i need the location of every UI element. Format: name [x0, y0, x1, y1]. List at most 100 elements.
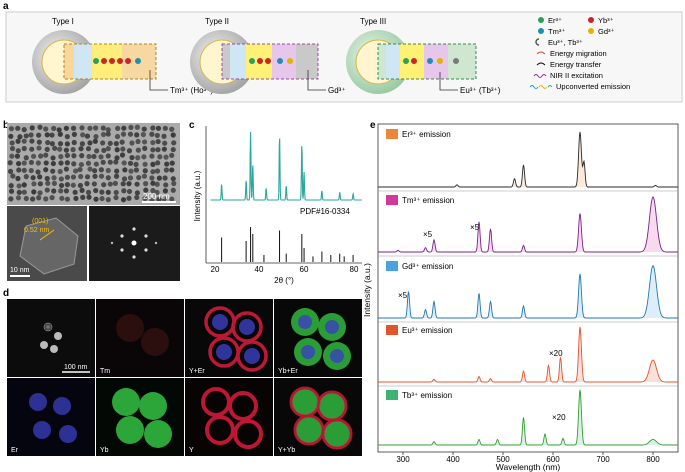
x-tick-label: 700: [596, 455, 610, 464]
upconv-icon: [529, 85, 539, 89]
svg-text:NIR II excitation: NIR II excitation: [550, 71, 603, 80]
series-area: [378, 327, 678, 382]
svg-text:Gd³⁺: Gd³⁺: [598, 27, 615, 36]
tm-legend-icon: [538, 28, 544, 34]
series-line: [378, 131, 678, 188]
emission-xlabel: Wavelength (nm): [496, 462, 561, 472]
x-tick-label: 400: [446, 455, 460, 464]
x-tick-label: 300: [396, 455, 410, 464]
xrd-chart: PDF#16-0334 20 40 60 80 2θ (°) Intensity…: [193, 126, 362, 285]
svg-text:(001): (001): [32, 218, 48, 225]
x-tick-label: 500: [496, 455, 510, 464]
svg-text:Y+Yb: Y+Yb: [278, 447, 295, 454]
xrd-pattern-line: [210, 131, 362, 201]
series-label-tm: Tm³⁺ emission: [402, 196, 454, 205]
schematic-type-2: Type II Gd³⁺: [190, 17, 346, 95]
x-tick-label: 800: [646, 455, 660, 464]
svg-text:Yb³⁺: Yb³⁺: [598, 16, 614, 25]
series-label-eu: Eu³⁺ emission: [402, 326, 452, 335]
type-3-dopant: Eu³⁺ (Tb³⁺): [460, 86, 501, 95]
series-line: [378, 196, 678, 253]
series-swatch-er: [386, 129, 398, 139]
yb-legend-icon: [588, 17, 594, 23]
map-er: [7, 378, 95, 456]
series-swatch-eu: [386, 325, 398, 335]
type-2-dopant: Gd³⁺: [328, 86, 346, 95]
panel-label-c: c: [189, 120, 195, 131]
series-line: [378, 389, 678, 446]
annot-x20-b: ×20: [552, 413, 566, 422]
svg-text:60: 60: [300, 265, 309, 274]
schematic-legend: Er³⁺ Yb³⁺ Tm³⁺ Gd³⁺ Eu³⁺, Tb³⁺ Energy mi…: [529, 16, 630, 91]
schematic-type-3: Type III Eu³⁺ (Tb³⁺): [346, 17, 501, 95]
elemental-mapping-grid: 100 nm Tm Y+Er Yb+Er Er Yb: [7, 299, 362, 456]
svg-text:Y: Y: [189, 447, 194, 454]
svg-text:Er³⁺: Er³⁺: [548, 16, 562, 25]
type-2-title: Type II: [205, 17, 229, 26]
annot-x5-b: ×5: [470, 223, 480, 232]
map-y: [185, 378, 273, 456]
svg-text:Upconverted emission: Upconverted emission: [556, 82, 630, 91]
series-label-gd: Gd³⁺ emission: [402, 262, 453, 271]
series-swatch-tm: [386, 195, 398, 205]
series-label-er: Er³⁺ emission: [402, 130, 451, 139]
panel-label-e: e: [370, 120, 376, 131]
annot-x20-a: ×20: [549, 349, 563, 358]
svg-text:Y+Er: Y+Er: [189, 368, 205, 375]
svg-text:Tm: Tm: [100, 368, 110, 375]
series-label-tb: Tb³⁺ emission: [402, 391, 452, 400]
series-swatch-tb: [386, 390, 398, 400]
emission-ylabel: Intensity (a.u.): [362, 263, 372, 317]
emission-plot-frame: [377, 123, 679, 453]
transfer-icon: [536, 62, 546, 66]
type-1-dopant: Tm³⁺ (Ho³⁺): [170, 86, 213, 95]
series-area: [378, 197, 678, 252]
svg-text:Yb+Er: Yb+Er: [278, 368, 298, 375]
gd-legend-icon: [588, 28, 594, 34]
svg-text:Energy migration: Energy migration: [550, 49, 607, 58]
emission-chart: 300 400 500 600 700 800 Wavelength (nm) Inten…: [362, 123, 679, 472]
svg-text:Er: Er: [11, 447, 19, 454]
xrd-reference-label: PDF#16-0334: [300, 207, 350, 216]
annot-x5-c: ×5: [398, 291, 408, 300]
map-scale-label: 100 nm: [64, 364, 88, 371]
svg-text:80: 80: [350, 265, 359, 274]
map-tm: [96, 299, 184, 377]
series-area: [378, 265, 678, 318]
svg-text:Energy transfer: Energy transfer: [550, 60, 602, 69]
series-line: [378, 265, 678, 319]
er-ion: [93, 58, 99, 64]
panel-label-d: d: [3, 288, 9, 299]
series-area: [378, 132, 678, 187]
type-1-title: Type I: [52, 17, 74, 26]
series-swatch-gd: [386, 261, 398, 271]
xrd-ylabel: Intensity (a.u.): [193, 170, 202, 221]
eu-tb-legend-icon: [535, 38, 540, 46]
haadf-tile: [7, 299, 95, 377]
nir-icon: [533, 74, 547, 78]
svg-text:Eu³⁺, Tb³⁺: Eu³⁺, Tb³⁺: [548, 38, 583, 47]
svg-text:Yb: Yb: [100, 447, 109, 454]
panel-label-a: a: [3, 1, 9, 12]
svg-text:Tm³⁺: Tm³⁺: [548, 27, 565, 36]
hrtem-scale-label: 10 nm: [10, 267, 30, 274]
type-3-title: Type III: [360, 17, 386, 26]
tem-particles: [7, 124, 177, 203]
svg-text:20: 20: [211, 265, 220, 274]
annot-x5-a: ×5: [423, 230, 433, 239]
map-y-yb: [274, 378, 362, 456]
schematic-type-1: Type I Tm³⁺ (Ho³⁺): [32, 17, 213, 95]
map-yb: [96, 378, 184, 456]
xrd-reference-bars: [221, 227, 354, 262]
migration-icon: [536, 51, 546, 55]
svg-text:0.52 nm: 0.52 nm: [24, 227, 49, 234]
panel-label-b: b: [3, 120, 9, 131]
er-legend-icon: [538, 17, 544, 23]
x-tick-label: 600: [546, 455, 560, 464]
svg-text:40: 40: [255, 265, 264, 274]
map-yb-er: [274, 299, 362, 377]
tem-scale-label: 200 nm: [143, 192, 170, 201]
xrd-xlabel: 2θ (°): [274, 276, 294, 285]
series-line: [378, 326, 678, 383]
